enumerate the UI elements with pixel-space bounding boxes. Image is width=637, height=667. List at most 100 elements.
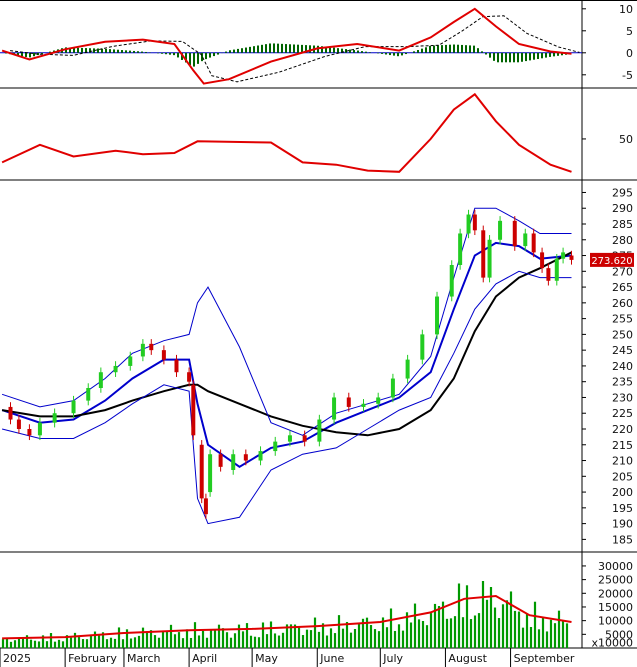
y-tick-label: 15000 [598, 601, 633, 614]
y-tick-label: 205 [612, 470, 633, 483]
y-tick-label: 190 [612, 518, 633, 531]
candle-body [199, 444, 204, 499]
candle-body [390, 378, 395, 398]
candle-body [376, 397, 381, 404]
candle-body [149, 343, 154, 351]
y-tick-label: 230 [612, 391, 633, 404]
y-tick-label: 200 [612, 486, 633, 499]
candle-body [140, 343, 145, 357]
x-tick-label: June [319, 652, 344, 665]
candle-body [37, 422, 42, 436]
bollinger-lower-band [1, 270, 572, 525]
y-tick-label: 195 [612, 502, 633, 515]
candle-body [405, 359, 410, 379]
candle-body [203, 498, 208, 515]
y-tick-label: 215 [612, 439, 633, 452]
last-price-badge [590, 252, 634, 267]
candle-body [498, 220, 503, 240]
candle-body [243, 454, 248, 461]
candle-body [540, 252, 545, 269]
candle-body [554, 258, 559, 281]
y-tick-label: 30000 [598, 560, 633, 573]
candle-body [420, 334, 425, 360]
candle-body [569, 255, 574, 260]
volume-ma-line [2, 594, 572, 640]
candle-body [361, 403, 366, 407]
candle-body [258, 451, 263, 461]
y-tick-label: -5 [622, 69, 633, 82]
y-tick-label: 5 [626, 25, 633, 38]
candle-body [187, 372, 192, 382]
ma-slow-line [1, 251, 572, 437]
candle-body [174, 359, 179, 373]
y-tick-label: 245 [612, 344, 633, 357]
candle-body [71, 400, 76, 414]
macd-line [1, 7, 572, 85]
candle-body [481, 230, 486, 278]
candle-body [487, 239, 492, 278]
candle-body [231, 454, 236, 470]
candle-body [52, 413, 57, 423]
y-tick-label: 240 [612, 360, 633, 373]
y-tick-label: 280 [612, 234, 633, 247]
candle-body [512, 220, 517, 247]
ma-fast-line [1, 241, 572, 468]
candle-body [16, 419, 21, 429]
y-tick-label: 5000 [605, 628, 633, 641]
candle-body [302, 435, 307, 442]
y-tick-label: 50 [619, 133, 633, 146]
x-tick-label: May [255, 652, 278, 665]
candle-body [435, 296, 440, 335]
candle-body [27, 429, 32, 436]
candle-body [561, 252, 566, 259]
y-tick-label: 250 [612, 328, 633, 341]
candle-body [546, 268, 551, 281]
last-price-label: 273.620 [591, 256, 632, 267]
candle-body [287, 435, 292, 442]
y-tick-label: 225 [612, 407, 633, 420]
oscillator-line [1, 92, 572, 173]
y-tick-label: 0 [626, 47, 633, 60]
candle-body [86, 388, 91, 401]
bollinger-upper-band [1, 207, 572, 436]
y-tick-label: 220 [612, 423, 633, 436]
y-tick-label: 270 [612, 265, 633, 278]
x-tick-label: 2025 [3, 652, 31, 665]
y-tick-label: 260 [612, 297, 633, 310]
macd-signal-line [10, 15, 580, 83]
x-tick-label: August [448, 652, 487, 665]
y-tick-label: 10000 [598, 615, 633, 628]
candle-body [523, 233, 528, 247]
candle-body [8, 406, 13, 420]
candle-body [346, 397, 351, 407]
y-tick-label: 235 [612, 376, 633, 389]
x-tick-label: September [514, 652, 575, 665]
volume-unit-label: x10000 [591, 636, 633, 649]
y-tick-label: 295 [612, 186, 633, 199]
y-tick-label: 20000 [598, 587, 633, 600]
y-tick-label: 210 [612, 455, 633, 468]
candle-body [531, 233, 536, 253]
y-tick-label: 25000 [598, 574, 633, 587]
candle-body [218, 454, 223, 467]
candle-body [273, 441, 278, 452]
candle-body [113, 365, 118, 373]
y-tick-label: 265 [612, 281, 633, 294]
candle-body [458, 233, 463, 265]
y-tick-label: 10 [619, 3, 633, 16]
candle-body [317, 419, 322, 442]
y-tick-label: 185 [612, 533, 633, 546]
candle-body [472, 214, 477, 231]
candle-body [466, 214, 471, 234]
candle-body [98, 372, 103, 388]
candle-body [161, 350, 166, 360]
candle-body [449, 265, 454, 297]
x-tick-label: April [192, 652, 217, 665]
candle-body [208, 454, 213, 493]
candle-body [332, 397, 337, 420]
candle-body [128, 356, 133, 366]
candle-body [191, 384, 196, 436]
y-tick-label: 290 [612, 202, 633, 215]
